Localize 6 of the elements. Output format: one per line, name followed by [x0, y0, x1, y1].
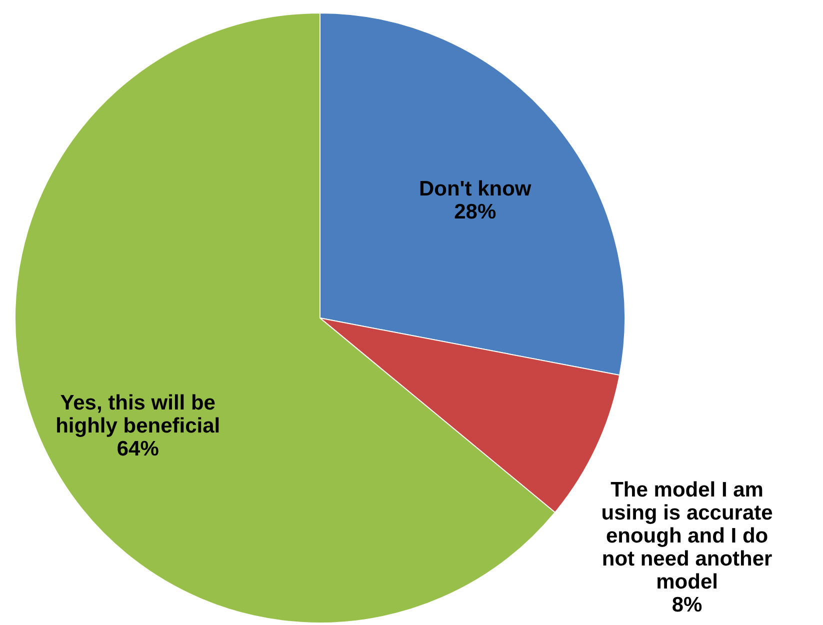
- data-label: 28%: [454, 200, 496, 224]
- data-label: 64%: [116, 438, 160, 461]
- slice-label: The model I am using is accurate enough and I do not need another model: [601, 478, 773, 594]
- slice-label: Yes, this will be highly beneficial: [56, 392, 220, 438]
- slice-label: Don't know: [418, 178, 532, 201]
- data-label: 8%: [672, 594, 703, 617]
